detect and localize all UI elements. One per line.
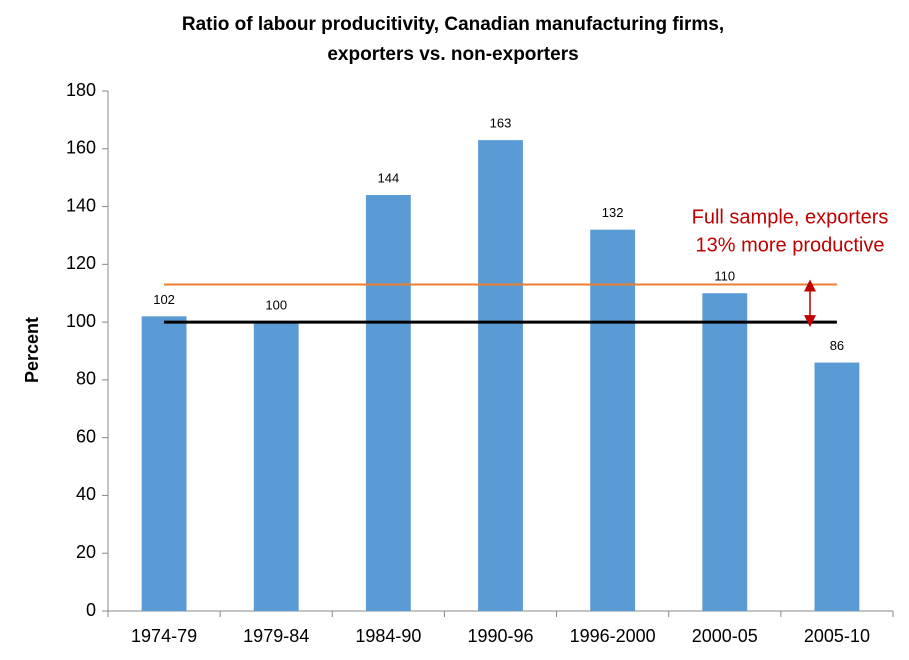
y-tick-label: 60	[76, 426, 96, 446]
y-tick-label: 20	[76, 542, 96, 562]
value-label: 132	[602, 205, 624, 220]
y-tick-label: 140	[66, 195, 96, 215]
y-tick-label: 180	[66, 80, 96, 100]
bar	[253, 322, 299, 611]
x-tick-label: 2005-10	[804, 626, 870, 646]
bar	[590, 229, 636, 611]
bar	[814, 362, 860, 611]
chart-title: Ratio of labour producitivity, Canadian …	[182, 14, 724, 35]
value-label: 100	[265, 298, 287, 313]
annotation: Full sample, exporters	[692, 206, 889, 228]
y-tick-label: 0	[86, 600, 96, 620]
y-tick-label: 120	[66, 253, 96, 273]
value-label: 163	[490, 116, 512, 131]
value-label: 110	[714, 269, 735, 284]
x-tick-label: 2000-05	[692, 626, 758, 646]
y-tick-label: 40	[76, 484, 96, 504]
value-label: 144	[378, 170, 400, 185]
y-tick-label: 100	[66, 311, 96, 331]
value-label: 102	[153, 292, 175, 307]
x-tick-label: 1990-96	[467, 626, 533, 646]
y-tick-label: 160	[66, 138, 96, 158]
value-label: 86	[830, 338, 844, 353]
bar	[702, 293, 748, 611]
annotation: 13% more productive	[696, 234, 885, 256]
x-tick-label: 1996-2000	[570, 626, 656, 646]
bar	[365, 195, 411, 611]
chart-title: exporters vs. non-exporters	[327, 44, 578, 65]
y-axis-label: Percent	[22, 317, 42, 383]
x-tick-label: 1974-79	[131, 626, 197, 646]
y-tick-label: 80	[76, 369, 96, 389]
x-tick-label: 1984-90	[355, 626, 421, 646]
x-tick-label: 1979-84	[243, 626, 309, 646]
bar	[478, 140, 523, 611]
bar	[141, 316, 187, 611]
